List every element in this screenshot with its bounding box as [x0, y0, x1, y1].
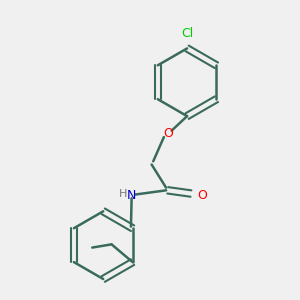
- Text: O: O: [163, 128, 173, 140]
- Text: H: H: [119, 188, 128, 199]
- Text: N: N: [127, 189, 136, 202]
- Text: Cl: Cl: [181, 27, 193, 40]
- Text: O: O: [197, 189, 207, 202]
